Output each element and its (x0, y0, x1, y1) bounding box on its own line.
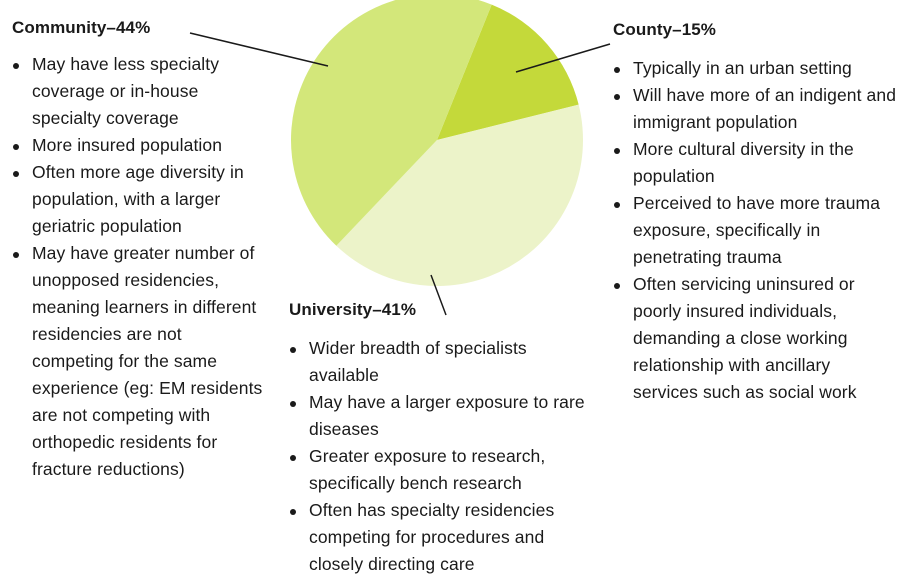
county-bullet: Typically in an urban setting (613, 55, 898, 82)
community-bullet: More insured population (12, 132, 267, 159)
community-bullet: May have greater number of unopposed res… (12, 240, 267, 483)
pie-slice-county (437, 4, 579, 140)
pie-slice-university (336, 104, 583, 286)
community-heading: Community–44% (12, 18, 151, 37)
county-bullets: Typically in an urban setting Will have … (613, 55, 898, 406)
county-bullet: More cultural diversity in the populatio… (613, 136, 898, 190)
pie-slice-community (291, 0, 492, 246)
university-bullet: Greater exposure to research, specifical… (289, 443, 589, 497)
leader-line-university (430, 274, 447, 316)
university-bullet: Wider breadth of specialists available (289, 335, 589, 389)
pie-slices (291, 0, 583, 286)
county-heading: County–15% (613, 20, 717, 39)
leader-line-community (189, 32, 329, 67)
university-bullets: Wider breadth of specialists available M… (289, 335, 589, 578)
university-bullet: Often has specialty residencies competin… (289, 497, 589, 578)
county-bullet: Will have more of an indigent and immigr… (613, 82, 898, 136)
community-bullets: May have less specialty coverage or in-h… (12, 51, 267, 483)
university-heading: University–41% (289, 300, 417, 319)
university-bullet: May have a larger exposure to rare disea… (289, 389, 589, 443)
community-annotation: Community–44% May have less specialty co… (12, 18, 267, 483)
community-bullet: May have less specialty coverage or in-h… (12, 51, 267, 132)
county-bullet: Often servicing uninsured or poorly insu… (613, 271, 898, 406)
community-bullet: Often more age diversity in population, … (12, 159, 267, 240)
county-annotation: County–15% Typically in an urban setting… (613, 20, 898, 406)
university-annotation: University–41% Wider breadth of speciali… (289, 300, 589, 578)
county-bullet: Perceived to have more trauma exposure, … (613, 190, 898, 271)
leader-line-county (515, 43, 611, 73)
